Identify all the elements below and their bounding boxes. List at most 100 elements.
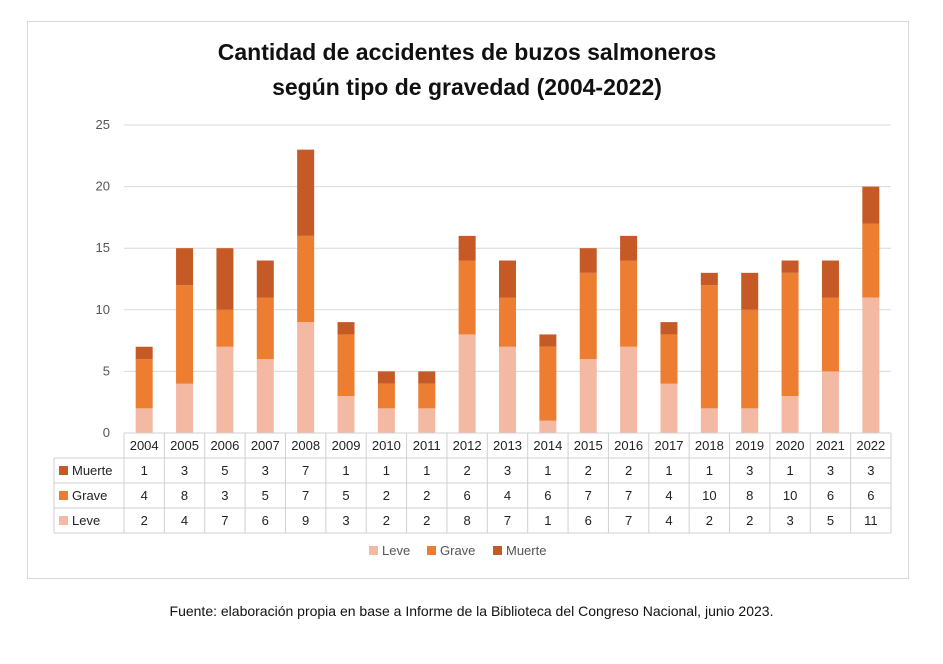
x-category-label: 2019 [735,438,764,453]
table-cell-grave: 7 [625,488,632,503]
bar-grave-2008 [297,235,315,323]
source-note: Fuente: elaboración propia en base a Inf… [169,603,774,619]
table-cell-muerte: 1 [383,463,390,478]
bar-grave-2012 [458,260,476,335]
bar-muerte-2007 [256,260,274,298]
table-cell-leve: 8 [464,513,471,528]
y-tick-label: 25 [96,117,110,132]
legend-key-leve [369,546,378,555]
table-cell-muerte: 1 [665,463,672,478]
table-row-label: Muerte [72,463,112,478]
table-cell-muerte: 1 [786,463,793,478]
bar-grave-2007 [256,297,274,360]
x-category-label: 2006 [210,438,239,453]
bar-leve-2010 [377,408,395,433]
x-category-label: 2016 [614,438,643,453]
table-cell-grave: 6 [827,488,834,503]
chart-title-line-2: según tipo de gravedad (2004-2022) [272,74,662,100]
bar-leve-2020 [781,396,799,433]
table-cell-muerte: 2 [585,463,592,478]
chart-frame: Cantidad de accidentes de buzos salmoner… [27,21,909,579]
table-cell-muerte: 5 [221,463,228,478]
table-cell-grave: 8 [746,488,753,503]
x-category-label: 2010 [372,438,401,453]
table-cell-leve: 7 [625,513,632,528]
bar-leve-2015 [579,359,597,433]
bar-leve-2011 [418,408,436,433]
bar-muerte-2015 [579,248,597,273]
bar-grave-2014 [539,346,557,421]
table-cell-muerte: 1 [544,463,551,478]
bar-muerte-2017 [660,322,678,335]
x-category-label: 2011 [413,438,441,453]
table-cell-leve: 9 [302,513,309,528]
table-cell-grave: 7 [302,488,309,503]
legend-label-leve: Leve [382,543,410,558]
table-cell-leve: 2 [141,513,148,528]
table-cell-leve: 6 [262,513,269,528]
bar-muerte-2012 [458,235,476,261]
table-cell-grave: 7 [585,488,592,503]
table-cell-muerte: 2 [625,463,632,478]
bar-muerte-2008 [297,149,315,236]
bar-grave-2020 [781,272,799,397]
bar-leve-2012 [458,334,476,433]
bar-leve-2007 [256,359,274,433]
table-cell-grave: 8 [181,488,188,503]
table-cell-leve: 6 [585,513,592,528]
table-cell-grave: 5 [342,488,349,503]
table-cell-muerte: 3 [262,463,269,478]
legend-label-grave: Grave [440,543,475,558]
x-category-label: 2018 [695,438,724,453]
x-category-label: 2004 [130,438,159,453]
chart-svg: Cantidad de accidentes de buzos salmoner… [53,39,892,558]
bar-leve-2008 [297,322,315,433]
bar-grave-2017 [660,334,678,384]
table-cell-muerte: 3 [867,463,874,478]
x-category-label: 2022 [856,438,885,453]
bar-grave-2006 [216,309,234,347]
bar-leve-2018 [700,408,718,433]
legend: Leve Grave Muerte [369,543,546,558]
table-cell-muerte: 1 [141,463,148,478]
table-cell-leve: 11 [864,513,878,528]
table-cell-grave: 4 [665,488,672,503]
x-category-label: 2017 [655,438,684,453]
bar-grave-2016 [620,260,638,347]
table-cell-muerte: 3 [504,463,511,478]
y-tick-label: 10 [96,302,110,317]
table-row-label: Leve [72,513,100,528]
table-cell-grave: 2 [423,488,430,503]
bar-leve-2004 [135,408,153,433]
table-key-muerte [59,466,68,475]
data-table: 2004 2005 2006 2007 2008 2009 2010 2011 2012 2013… [53,432,892,534]
bar-leve-2005 [176,383,194,433]
bar-leve-2016 [620,346,638,433]
bar-grave-2005 [176,285,194,384]
y-tick-label: 5 [103,363,110,378]
table-cell-grave: 10 [702,488,716,503]
bar-muerte-2014 [539,334,557,347]
bar-leve-2021 [821,371,839,433]
table-cell-leve: 2 [706,513,713,528]
table-row-label: Grave [72,488,107,503]
legend-label-muerte: Muerte [506,543,546,558]
table-cell-leve: 3 [342,513,349,528]
bar-leve-2009 [337,396,355,433]
x-category-label: 2021 [816,438,845,453]
table-cell-muerte: 2 [464,463,471,478]
bar-muerte-2022 [862,186,880,224]
x-category-label: 2013 [493,438,522,453]
bar-muerte-2004 [135,346,153,360]
bar-muerte-2019 [741,272,759,310]
bar-muerte-2016 [620,235,638,261]
table-cell-grave: 4 [504,488,511,503]
table-cell-muerte: 1 [423,463,430,478]
bar-muerte-2006 [216,248,234,310]
table-cell-muerte: 3 [746,463,753,478]
x-category-label: 2009 [332,438,361,453]
table-cell-leve: 7 [221,513,228,528]
table-key-leve [59,516,68,525]
table-cell-leve: 2 [383,513,390,528]
bar-leve-2017 [660,383,678,433]
